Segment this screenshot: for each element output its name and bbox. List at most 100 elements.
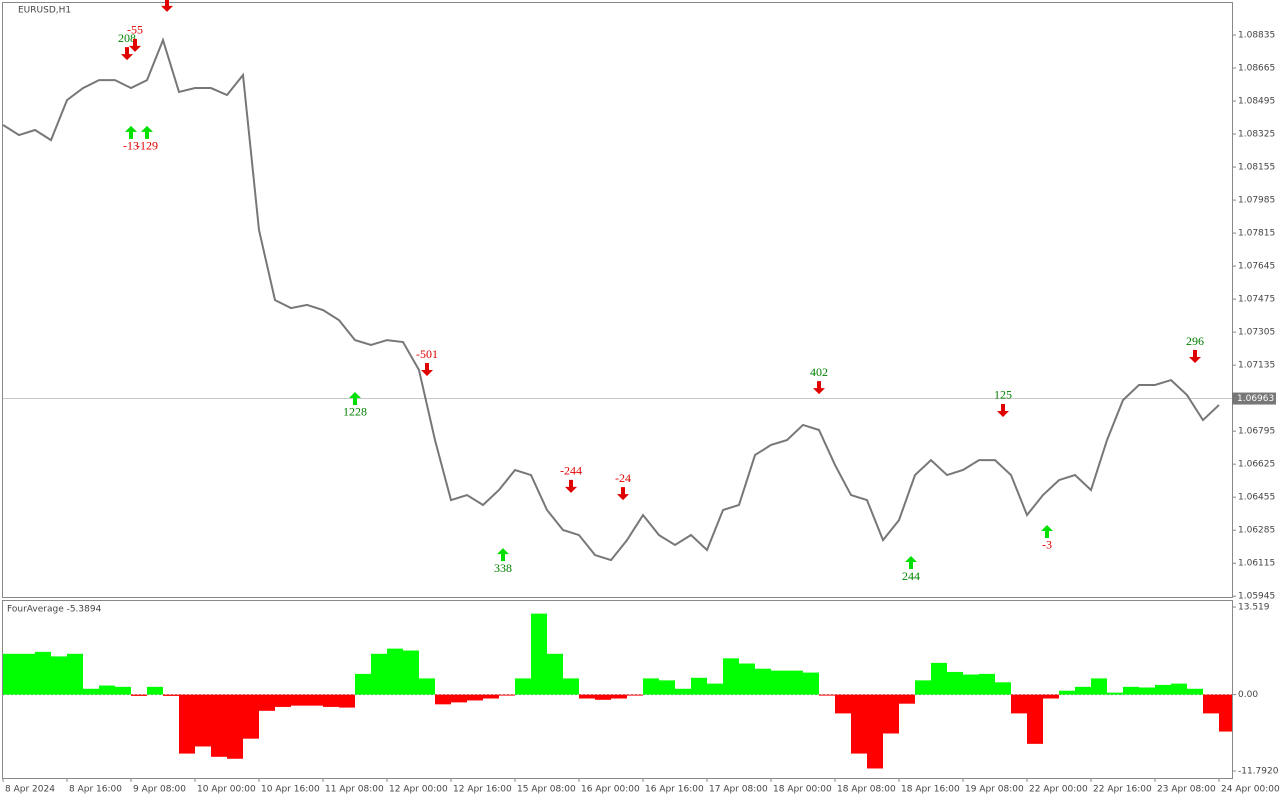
indicator-bar <box>1043 694 1059 699</box>
signal-arrow <box>349 391 361 405</box>
signal-label: -13 <box>123 139 139 153</box>
x-tick-label: 24 Apr 00:00 <box>1221 785 1280 795</box>
indicator-bar <box>563 678 579 695</box>
indicator-bar <box>1171 683 1187 695</box>
y-tick-label: 1.08155 <box>1238 163 1275 173</box>
indicator-bar <box>931 662 947 695</box>
signal-label: 338 <box>494 561 512 575</box>
indicator-bar <box>35 651 51 695</box>
indicator-bar <box>323 694 339 707</box>
indicator-bar <box>723 658 739 695</box>
y-tick-label: -11.7920 <box>1238 767 1279 777</box>
y-tick-label: 1.07475 <box>1238 295 1275 305</box>
y-tick-label: 1.07985 <box>1238 196 1275 206</box>
indicator-bar <box>947 671 963 695</box>
indicator-bar <box>1011 694 1027 714</box>
indicator-bar <box>1139 687 1155 695</box>
signal-arrow <box>565 479 577 493</box>
indicator-bar <box>19 653 35 695</box>
signal-arrow <box>121 47 133 61</box>
x-tick-label: 19 Apr 08:00 <box>965 785 1024 795</box>
signal-arrow <box>997 403 1009 417</box>
price-line <box>2 37 1220 562</box>
indicator-bar <box>867 694 883 769</box>
y-tick-label: 13.519 <box>1238 603 1270 613</box>
y-tick-label: 1.07645 <box>1238 262 1275 272</box>
y-tick-label: 1.08325 <box>1238 130 1275 140</box>
signal-arrow <box>813 381 825 395</box>
indicator-title: FourAverage -5.3894 <box>7 605 102 615</box>
indicator-bar <box>1059 690 1075 695</box>
indicator-bar <box>1219 694 1232 732</box>
indicator-bar <box>915 680 931 695</box>
indicator-bar <box>771 670 787 695</box>
indicator-bar <box>547 653 563 695</box>
indicator-bar <box>51 656 67 695</box>
indicator-bar <box>419 678 435 695</box>
y-tick-label: 1.05945 <box>1238 592 1275 602</box>
indicator-bar <box>531 613 547 695</box>
x-tick-label: 12 Apr 00:00 <box>389 785 448 795</box>
indicator-bar <box>1075 686 1091 695</box>
signal-arrow <box>125 125 137 139</box>
y-tick-label: 1.08665 <box>1238 64 1275 74</box>
y-tick-label: 1.08835 <box>1238 31 1275 41</box>
indicator-bar <box>211 694 227 757</box>
y-tick-label: 1.06625 <box>1238 460 1275 470</box>
indicator-bar <box>803 672 819 695</box>
signal-arrow <box>129 38 141 52</box>
indicator-bar <box>515 678 531 695</box>
indicator-bar <box>243 694 259 739</box>
x-tick-label: 12 Apr 16:00 <box>453 785 512 795</box>
signal-arrow <box>141 125 153 139</box>
indicator-bar <box>99 685 115 695</box>
signal-label: 125 <box>994 388 1012 402</box>
x-tick-label: 16 Apr 16:00 <box>645 785 704 795</box>
indicator-bar <box>1107 692 1123 695</box>
indicator-bar <box>787 670 803 695</box>
x-tick-label: 18 Apr 08:00 <box>837 785 896 795</box>
indicator-bar <box>147 686 163 695</box>
indicator-bar <box>131 694 147 696</box>
x-tick-label: 18 Apr 00:00 <box>773 785 832 795</box>
indicator-bar <box>627 694 643 696</box>
signal-label: -501 <box>416 347 438 361</box>
indicator-bar <box>499 694 515 696</box>
indicator-bar <box>1187 688 1203 695</box>
current-price-label: 1.06963 <box>1237 394 1274 404</box>
indicator-bar <box>979 673 995 695</box>
indicator-bar <box>307 694 323 706</box>
chart-title: EURUSD,H1 <box>18 6 71 16</box>
signal-label: -55 <box>127 23 143 37</box>
indicator-bar <box>851 694 867 754</box>
signal-arrow <box>1041 524 1053 538</box>
indicator-pane <box>2 600 1233 779</box>
y-tick-label: 1.07815 <box>1238 229 1275 239</box>
indicator-bar <box>195 694 211 747</box>
x-tick-label: 17 Apr 08:00 <box>709 785 768 795</box>
indicator-bar <box>579 694 595 699</box>
indicator-bar <box>707 683 723 695</box>
indicator-bar <box>739 663 755 695</box>
indicator-bar <box>899 694 915 704</box>
x-tick-label: 10 Apr 00:00 <box>197 785 256 795</box>
x-tick-label: 18 Apr 16:00 <box>901 785 960 795</box>
y-tick-label: 1.07135 <box>1238 361 1275 371</box>
x-tick-label: 16 Apr 00:00 <box>581 785 640 795</box>
indicator-bar <box>1091 678 1107 695</box>
indicator-bar <box>483 694 499 699</box>
indicator-bar <box>691 677 707 695</box>
x-tick-label: 15 Apr 08:00 <box>517 785 576 795</box>
indicator-bar <box>1155 684 1171 695</box>
indicator-bar <box>435 694 451 705</box>
indicator-bar <box>3 653 19 695</box>
indicator-bar <box>403 650 419 695</box>
indicator-bar <box>835 694 851 714</box>
signal-label: 208 <box>118 31 136 45</box>
indicator-bar <box>115 686 131 695</box>
y-tick-label: 1.06285 <box>1238 526 1275 536</box>
indicator-bar <box>259 694 275 711</box>
indicator-bar <box>995 682 1011 695</box>
indicator-bar <box>659 680 675 695</box>
